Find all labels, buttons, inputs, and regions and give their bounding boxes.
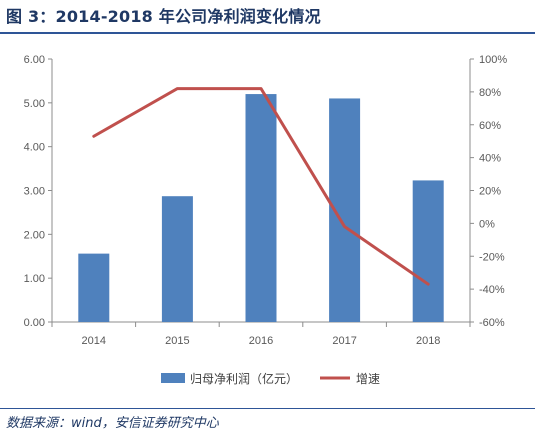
right-axis-tick-label: 100% (479, 54, 507, 66)
x-axis-tick-label: 2016 (249, 335, 273, 347)
right-axis-tick-label: -40% (479, 284, 505, 296)
left-axis-tick-label: 1.00 (24, 273, 45, 285)
right-axis-tick-label: -60% (479, 317, 505, 329)
x-axis-tick-label: 2015 (165, 335, 189, 347)
right-axis-tick-label: 60% (479, 120, 501, 132)
bar-2014 (78, 253, 110, 322)
x-axis-tick-label: 2017 (332, 335, 356, 347)
title-underline (0, 32, 535, 34)
data-source-note: 数据来源：wind，安信证券研究中心 (6, 416, 219, 431)
footer-divider (0, 408, 535, 409)
left-axis-tick-label: 4.00 (24, 142, 45, 154)
legend-label-line: 增速 (356, 372, 380, 386)
bar-2015 (161, 196, 193, 322)
right-axis-tick-label: 80% (479, 87, 501, 99)
left-axis-tick-label: 0.00 (24, 317, 45, 329)
left-axis-tick-label: 5.00 (24, 98, 45, 110)
bar-2016 (245, 94, 277, 322)
right-axis-tick-label: -20% (479, 251, 505, 263)
right-axis-tick-label: 40% (479, 153, 501, 165)
legend-swatch-bar (161, 373, 185, 383)
legend: 归母净利润（亿元） 增速 (161, 371, 380, 386)
x-axis-tick-label: 2018 (416, 335, 440, 347)
left-axis-tick-label: 2.00 (24, 229, 45, 241)
left-axis-tick-label: 6.00 (24, 54, 45, 66)
axes: 0.00 1.00 2.00 3.00 4.00 5.00 6.00 -60% -40% -20%… (24, 54, 508, 347)
x-axis-tick-label: 2014 (82, 335, 106, 347)
legend-label-bar: 归母净利润（亿元） (190, 371, 298, 386)
right-axis-tick-label: 0% (479, 218, 495, 230)
left-axis-tick-label: 3.00 (24, 186, 45, 198)
line-series (92, 87, 430, 286)
bar-2018 (412, 180, 444, 322)
chart: 0.00 1.00 2.00 3.00 4.00 5.00 6.00 -60% -40% -20%… (24, 54, 508, 386)
right-axis-tick-label: 20% (479, 186, 501, 198)
bar-series (78, 94, 444, 322)
chart-title: 图 3：2014-2018 年公司净利润变化情况 (6, 7, 321, 26)
